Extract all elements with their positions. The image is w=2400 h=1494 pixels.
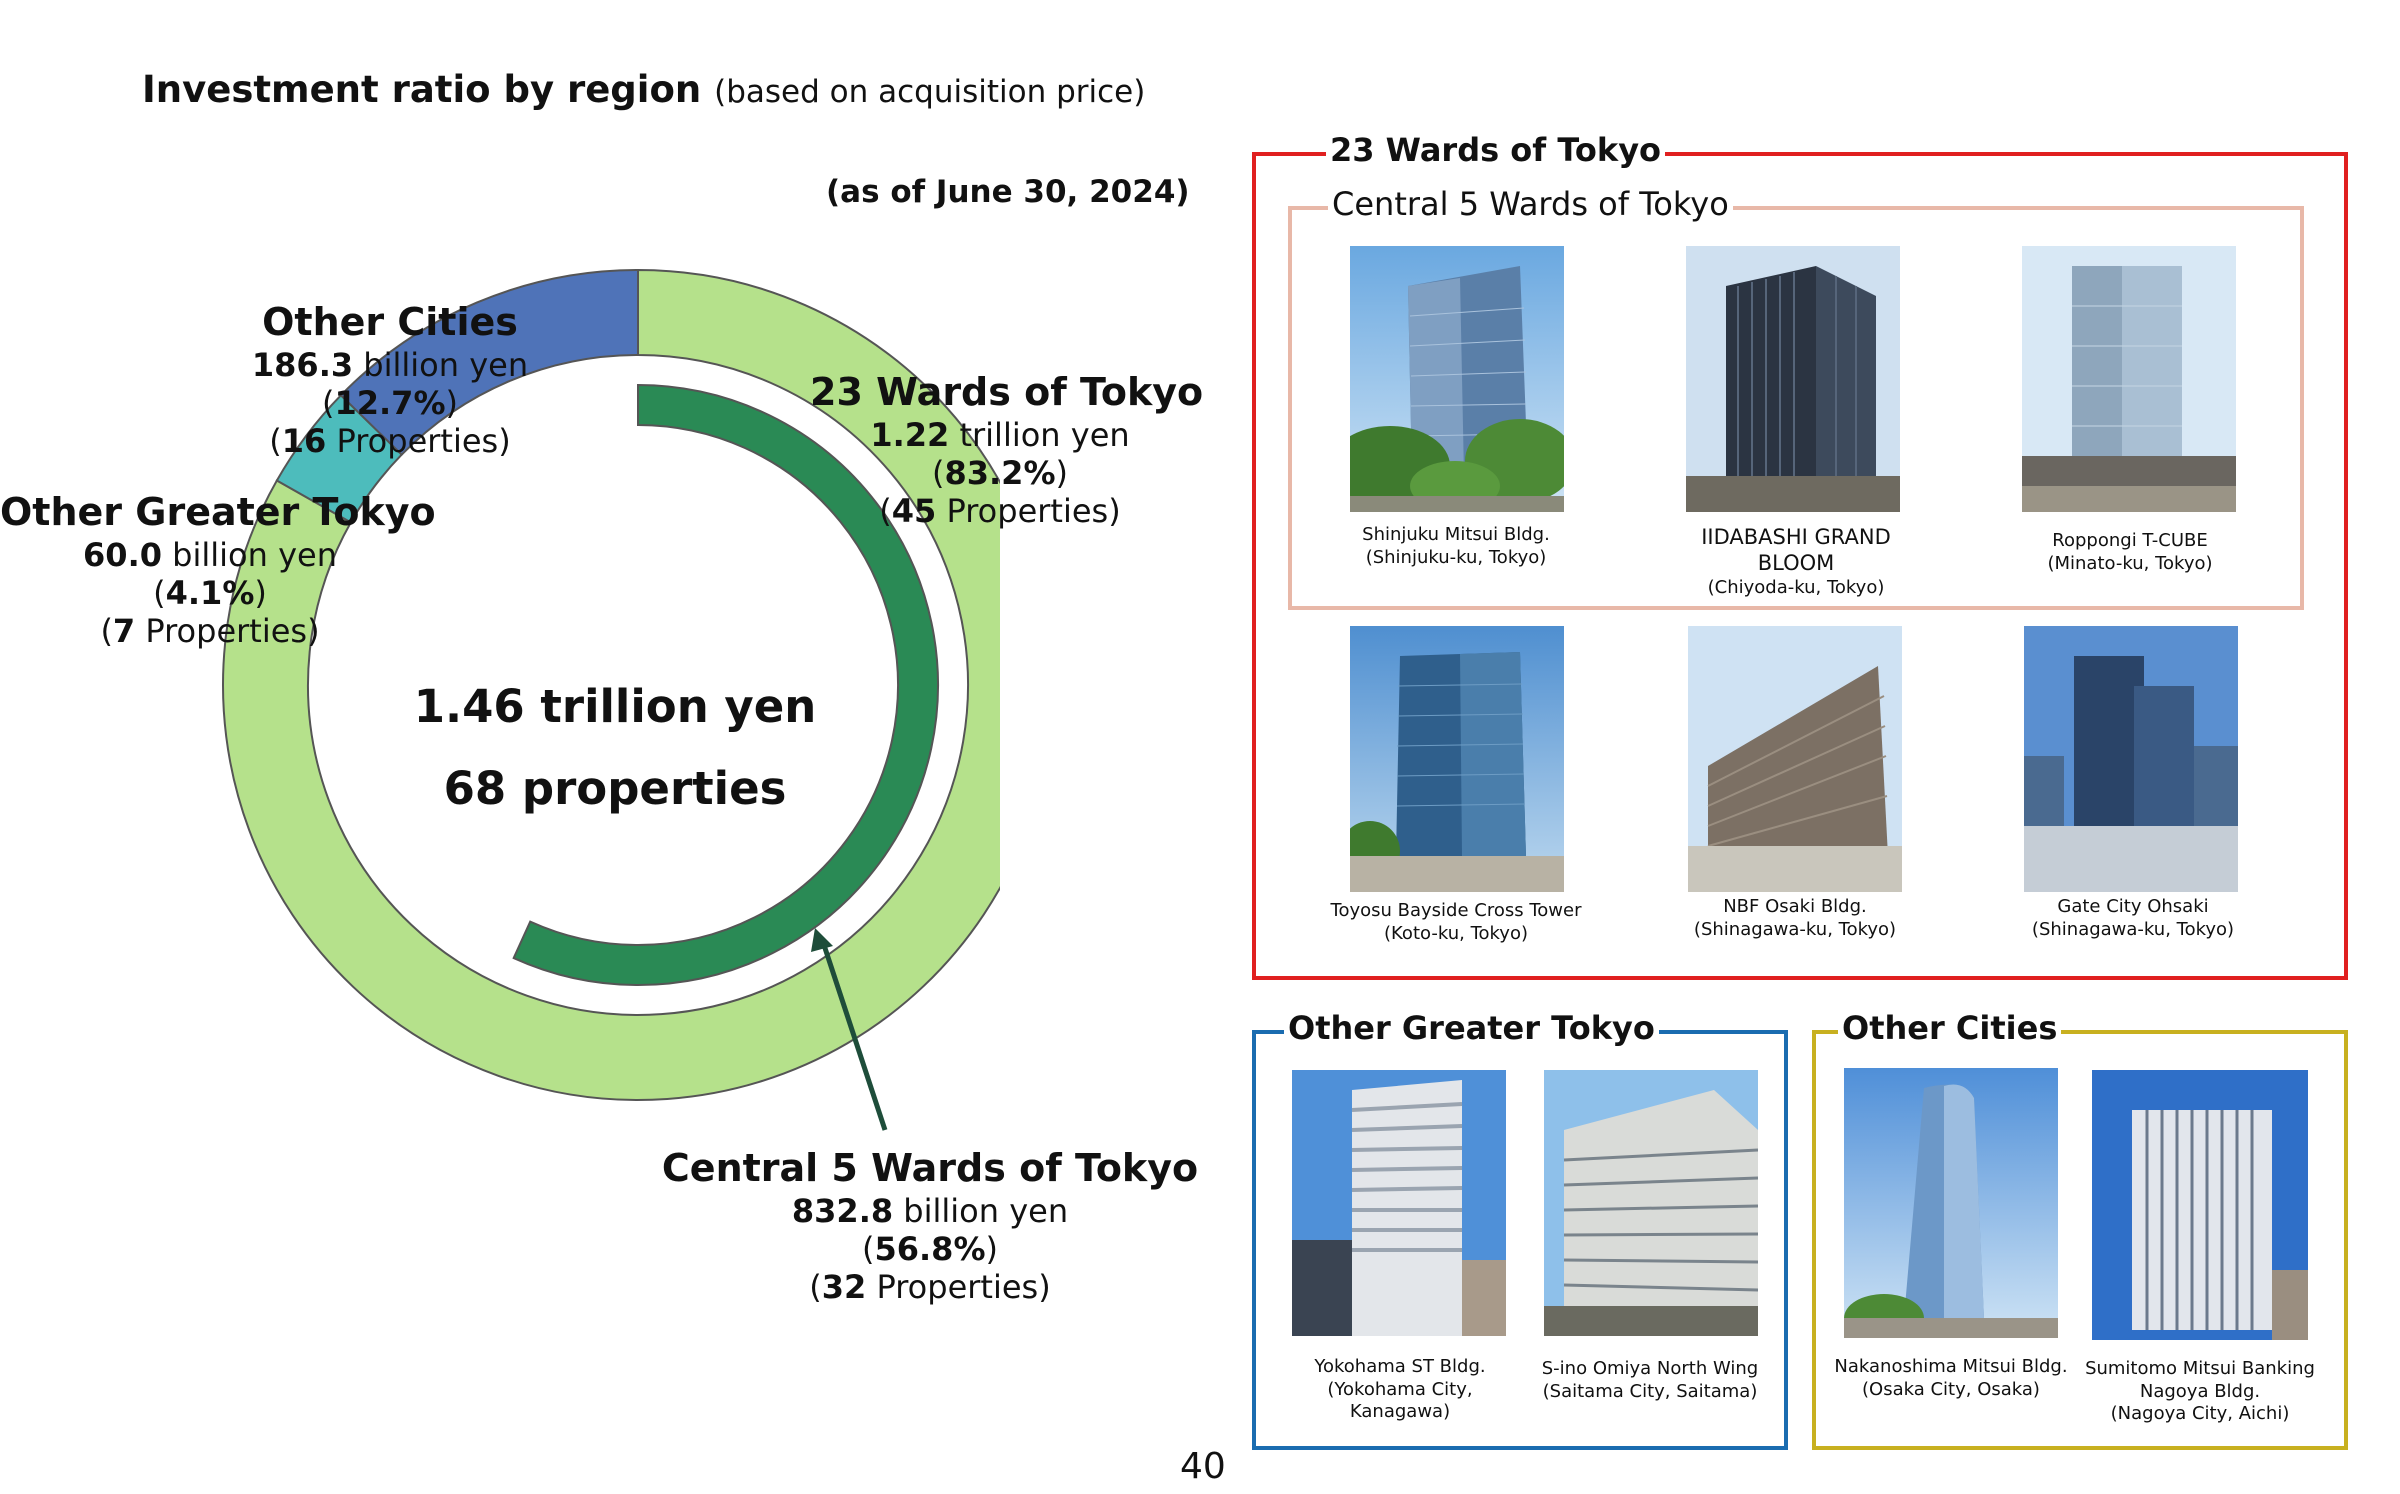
label-amount: 186.3 billion yen <box>251 345 529 384</box>
caption-toyosu-bayside: Toyosu Bayside Cross Tower (Koto-ku, Tok… <box>1330 900 1582 944</box>
label-amount: 60.0 billion yen <box>83 535 337 574</box>
building-photo-s-ino-omiya <box>1544 1070 1758 1336</box>
caption-gate-city-ohsaki: Gate City Ohsaki (Shinagawa-ku, Tokyo) <box>2031 896 2235 940</box>
page-number: 40 <box>1180 1446 1226 1487</box>
region-title-greater-tokyo: Other Greater Tokyo <box>1284 1012 1659 1044</box>
caption-yokohama-st: Yokohama ST Bldg. (Yokohama City, Kanaga… <box>1314 1356 1486 1422</box>
slice-23-wards-of-tokyo <box>222 268 1000 1101</box>
caption-nbf-osaki: NBF Osaki Bldg. (Shinagawa-ku, Tokyo) <box>1693 896 1897 940</box>
caption-roppongi-tcube: Roppongi T-CUBE (Minato-ku, Tokyo) <box>2047 530 2213 574</box>
region-title-23-wards: 23 Wards of Tokyo <box>1326 134 1666 166</box>
caption-nakanoshima-mitsui: Nakanoshima Mitsui Bldg. (Osaka City, Os… <box>1834 1356 2068 1400</box>
building-photo-gate-city-ohsaki <box>2024 626 2238 892</box>
region-box-central-5 <box>1288 206 2304 610</box>
label-percent: (83.2%) <box>932 453 1068 492</box>
region-title-other-cities: Other Cities <box>1838 1012 2062 1044</box>
label-name: Other Greater Tokyo <box>0 490 436 534</box>
label-amount: 832.8 billion yen <box>791 1191 1069 1230</box>
label-percent: (56.8%) <box>862 1229 998 1268</box>
title-text: Investment ratio by region <box>142 68 702 111</box>
region-title-central-5: Central 5 Wards of Tokyo <box>1328 188 1733 220</box>
label-central-5-wards: Central 5 Wards of Tokyo 832.8 billion y… <box>660 1146 1200 1307</box>
region-box-other-cities <box>1812 1030 2348 1450</box>
slice-other-cities <box>339 268 639 457</box>
label-properties: (16 Properties) <box>269 422 511 461</box>
label-properties: (7 Properties) <box>100 612 320 651</box>
slice-central-5-wards-of-tokyo <box>512 383 939 986</box>
page-title: Investment ratio by region (based on acq… <box>142 68 1145 111</box>
as-of-date: (as of June 30, 2024) <box>826 174 1190 210</box>
inner-ring <box>512 383 939 986</box>
region-box-23-wards <box>1252 152 2348 980</box>
caption-iidabashi: IIDABASHI GRAND BLOOM (Chiyoda-ku, Tokyo… <box>1701 525 1891 598</box>
building-photo-nbf-osaki <box>1688 626 1902 892</box>
building-photo-toyosu-bayside <box>1350 626 1564 892</box>
outer-ring <box>222 268 1000 1101</box>
building-photo-nakanoshima-mitsui <box>1844 1068 2058 1338</box>
callout-line <box>820 941 888 1131</box>
center-total-count: 68 properties <box>444 762 787 815</box>
building-photo-smbc-nagoya <box>2092 1070 2308 1340</box>
label-name: 23 Wards of Tokyo <box>810 370 1204 414</box>
caption-shinjuku-mitsui: Shinjuku Mitsui Bldg. (Shinjuku-ku, Toky… <box>1362 524 1550 568</box>
label-percent: (4.1%) <box>153 573 267 612</box>
label-23-wards: 23 Wards of Tokyo 1.22 trillion yen (83.… <box>810 370 1204 531</box>
callout-arrowhead <box>811 928 833 952</box>
label-percent: (12.7%) <box>322 383 458 422</box>
center-total-amount: 1.46 trillion yen <box>414 680 817 733</box>
label-name: Central 5 Wards of Tokyo <box>661 1146 1199 1190</box>
label-properties: (32 Properties) <box>809 1268 1051 1307</box>
building-photo-shinjuku-mitsui <box>1350 246 1564 512</box>
title-subtext: (based on acquisition price) <box>714 74 1146 110</box>
caption-s-ino-omiya: S-ino Omiya North Wing (Saitama City, Sa… <box>1541 1358 1759 1402</box>
donut-chart: 1.46 trillion yen 68 properties <box>222 268 1000 1131</box>
label-other-cities: Other Cities 186.3 billion yen (12.7%) (… <box>210 300 570 461</box>
label-other-greater-tokyo: Other Greater Tokyo 60.0 billion yen (4.… <box>0 490 436 651</box>
label-properties: (45 Properties) <box>879 492 1121 531</box>
building-photo-roppongi-tcube <box>2022 246 2236 512</box>
label-name: Other Cities <box>262 300 518 344</box>
label-amount: 1.22 trillion yen <box>870 415 1130 454</box>
building-photo-yokohama-st <box>1292 1070 1506 1336</box>
building-photo-iidabashi <box>1686 246 1900 512</box>
caption-smbc-nagoya: Sumitomo Mitsui Banking Nagoya Bldg. (Na… <box>2085 1358 2315 1424</box>
